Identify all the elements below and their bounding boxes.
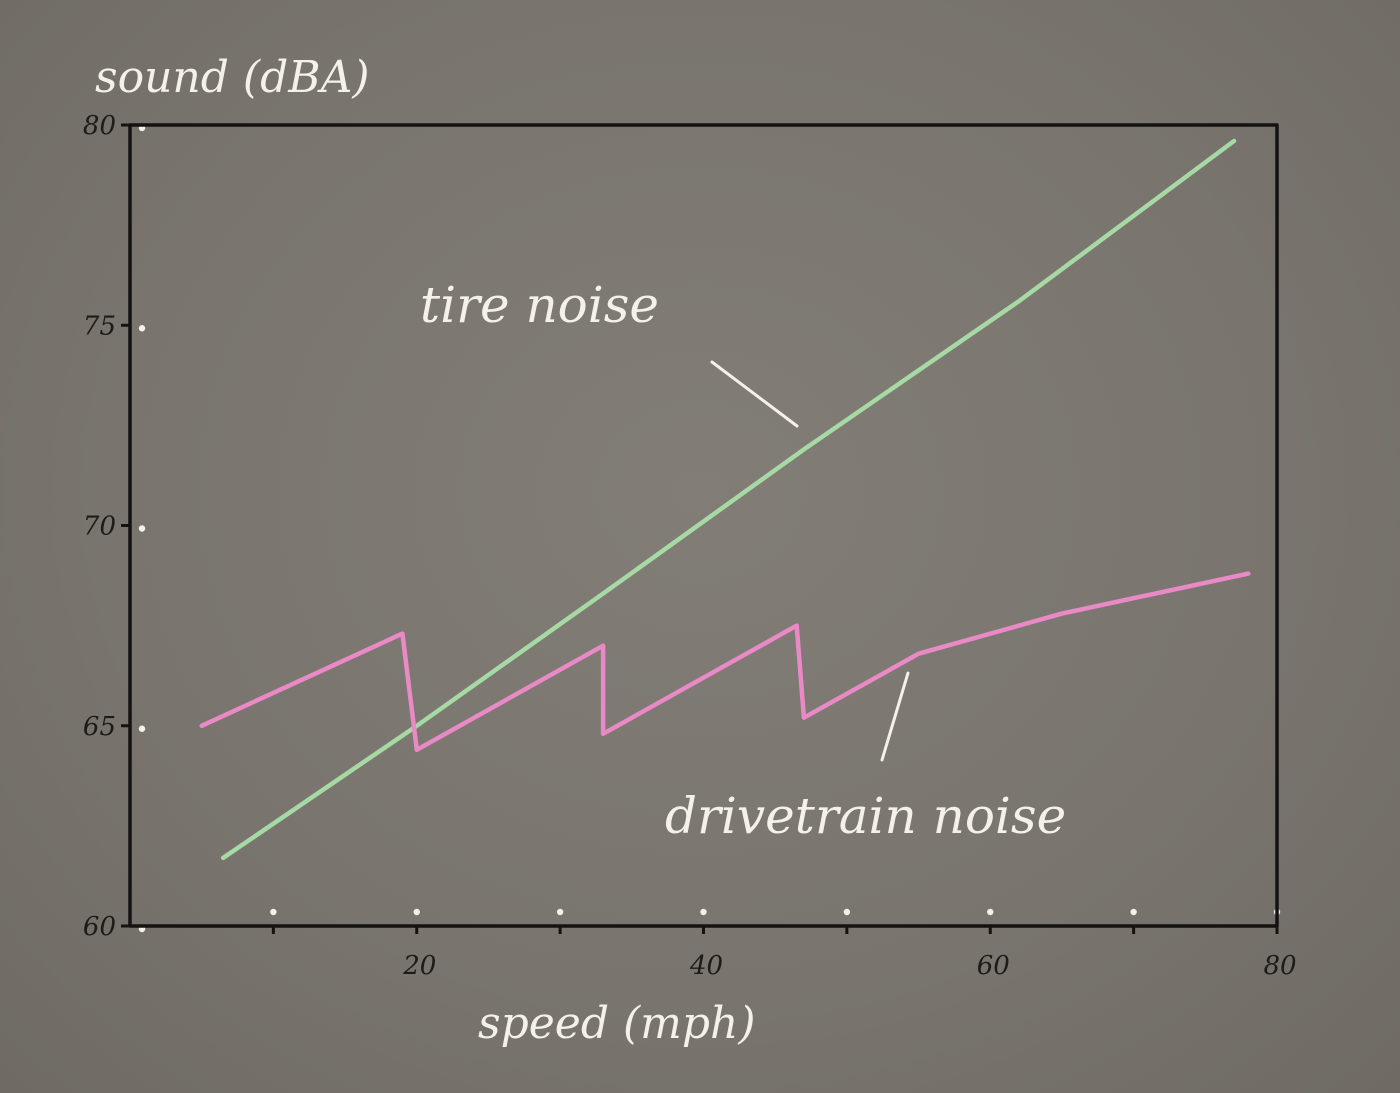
drivetrain-noise-leader — [880, 671, 910, 762]
y-tick-dot-65 — [138, 725, 146, 732]
y-axis-ticks — [121, 123, 146, 933]
tire-noise-leader — [710, 360, 799, 428]
series-line-drivetrain-noise — [199, 571, 1251, 753]
x-tick-label-60: 60 — [977, 951, 1010, 981]
y-tick-label-60: 60 — [83, 912, 116, 942]
x-axis-ticks — [270, 908, 1281, 934]
x-tick-dot-40 — [700, 908, 707, 916]
y-tick-label-75: 75 — [83, 311, 116, 341]
y-axis-title: sound (dBA) — [95, 52, 370, 103]
y-tick-label-70: 70 — [83, 512, 116, 542]
x-tick-label-80: 80 — [1263, 951, 1296, 981]
y-axis-tick-labels: 60 65 70 75 80 — [83, 111, 116, 942]
series-line-tire-noise — [220, 138, 1237, 861]
y-tick-dot-75 — [138, 325, 146, 332]
x-axis-title: speed (mph) — [478, 998, 756, 1049]
x-tick-dot-30 — [556, 908, 564, 916]
y-tick-label-80: 80 — [83, 111, 116, 141]
x-tick-dot-20 — [413, 908, 420, 916]
x-tick-dot-60 — [987, 908, 994, 916]
y-tick-label-65: 65 — [83, 712, 116, 742]
plot-frame — [128, 123, 1279, 928]
tire-noise-annotation: tire noise — [420, 276, 659, 334]
y-tick-dot-70 — [138, 525, 146, 532]
drivetrain-noise-annotation: drivetrain noise — [665, 787, 1066, 845]
x-tick-dot-50 — [843, 908, 851, 916]
x-tick-label-40: 40 — [689, 951, 723, 981]
x-tick-label-20: 20 — [402, 951, 436, 981]
x-tick-dot-70 — [1130, 908, 1137, 916]
x-tick-dot-10 — [270, 908, 277, 916]
x-axis-tick-labels: 20 40 60 80 — [402, 951, 1296, 981]
series-lines — [199, 138, 1251, 861]
